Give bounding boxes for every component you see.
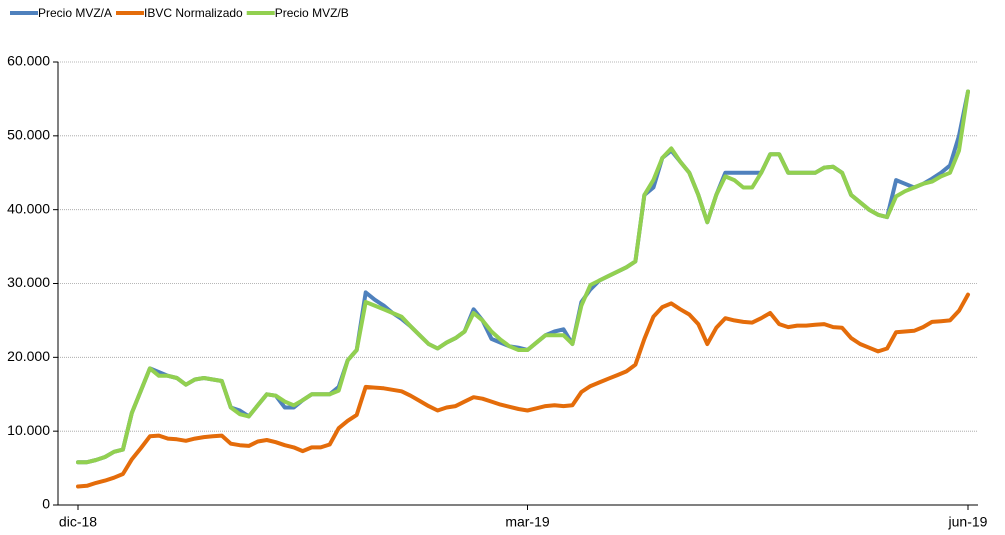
series-line xyxy=(76,89,970,465)
y-tick-label: 20.000 xyxy=(7,348,50,364)
x-tick-label: jun-19 xyxy=(948,514,988,530)
y-tick-label: 50.000 xyxy=(7,127,50,143)
y-tick-label: 40.000 xyxy=(7,200,50,216)
x-tick-label: dic-18 xyxy=(59,514,97,530)
series-line xyxy=(76,292,970,489)
legend-label: Precio MVZ/A xyxy=(38,6,112,20)
x-tick-label: mar-19 xyxy=(505,514,550,530)
y-tick-label: 30.000 xyxy=(7,274,50,290)
series-line xyxy=(76,89,970,465)
legend-label: IBVC Normalizado xyxy=(144,6,243,20)
y-tick-label: 0 xyxy=(42,496,50,512)
y-tick-label: 60.000 xyxy=(7,53,50,69)
legend-label: Precio MVZ/B xyxy=(275,6,349,20)
y-tick-label: 10.000 xyxy=(7,422,50,438)
